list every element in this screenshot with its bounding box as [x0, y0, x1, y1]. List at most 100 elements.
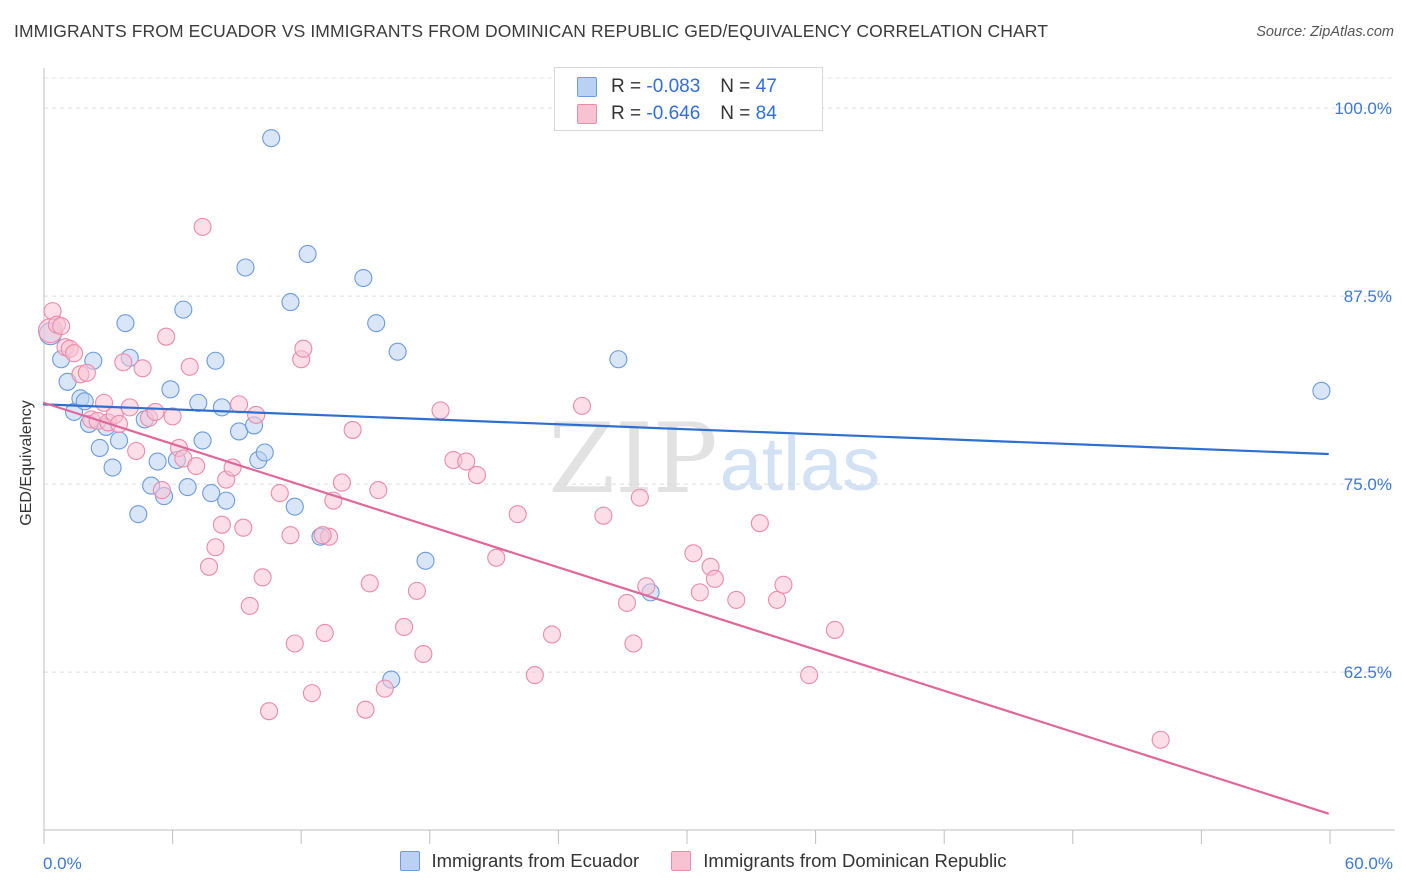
y-tick-label: 62.5%	[1344, 663, 1392, 682]
ecuador-point	[416, 551, 435, 570]
ecuador-point	[109, 431, 129, 450]
ecuador-point	[193, 431, 212, 450]
x-tick-label: 60.0%	[1345, 854, 1393, 873]
dominican-point	[253, 568, 272, 587]
dominican-point	[332, 473, 351, 492]
x-tick-label: 0.0%	[43, 854, 82, 873]
dominican-point	[690, 583, 709, 602]
ecuador-point	[116, 314, 135, 333]
dominican-point	[315, 623, 334, 643]
ecuador-point	[609, 350, 628, 369]
dominican-swatch	[577, 104, 597, 124]
dominican-point	[133, 359, 152, 378]
dominican-point	[727, 590, 746, 609]
ecuador-point	[388, 342, 407, 361]
n-label: N =	[720, 103, 751, 124]
y-tick-label: 75.0%	[1344, 475, 1392, 494]
ecuador-legend-swatch	[399, 851, 420, 871]
dominican-point	[294, 339, 313, 358]
stats-row-ecuador: R = -0.083 N = 47	[577, 74, 777, 100]
ecuador-point	[206, 351, 225, 370]
ecuador-point	[217, 491, 236, 510]
dominican-point	[750, 514, 769, 533]
x-tick-labels: 0.0% 60.0%	[43, 854, 1393, 873]
dominican-point	[343, 420, 362, 439]
ecuador-point	[1312, 381, 1331, 400]
dominican-point	[163, 407, 182, 426]
ecuador-point	[298, 244, 317, 264]
y-axis-label: GED/Equivalency	[18, 400, 35, 525]
dominican-point	[407, 581, 426, 600]
dominican-point	[360, 574, 379, 593]
dominican-point	[157, 327, 176, 346]
dominican-point	[1151, 730, 1170, 749]
ecuador-point	[229, 422, 249, 441]
dominican-point	[705, 569, 724, 588]
dominican-point	[199, 557, 219, 576]
dominican-point	[487, 548, 506, 567]
dominican-point	[313, 526, 332, 545]
ecuador-point	[367, 314, 386, 333]
y-tick-labels: 62.5% 75.0% 87.5% 100.0%	[1334, 99, 1392, 682]
r-label: R =	[611, 103, 642, 124]
dominican-point	[285, 634, 304, 653]
dominican-point	[152, 481, 171, 500]
ecuador-point	[90, 438, 109, 458]
ecuador-point	[129, 505, 148, 524]
dominican-point	[594, 506, 613, 525]
n-value: 47	[755, 76, 777, 97]
dominican-point	[127, 441, 146, 461]
dominican-trend-line	[42, 401, 1329, 815]
ecuador-point	[255, 443, 274, 462]
dominican-point	[270, 484, 289, 503]
ecuador-point	[189, 393, 208, 412]
dominican-point	[431, 401, 450, 420]
ecuador-point	[202, 484, 221, 503]
dominican-point	[457, 452, 476, 471]
ecuador-point	[236, 258, 255, 277]
legend-label-ecuador: Immigrants from Ecuador	[431, 850, 640, 871]
legend-item-dominican[interactable]: Immigrants from Dominican Republic	[671, 850, 1006, 872]
dominican-point	[187, 456, 206, 476]
ecuador-point	[103, 458, 122, 477]
dominican-point	[212, 515, 231, 534]
y-tick-label: 87.5%	[1344, 287, 1392, 306]
ecuador-trend-line	[42, 403, 1329, 456]
dominican-point	[508, 505, 527, 524]
dominican-point	[64, 344, 84, 363]
dominican-point	[800, 666, 819, 685]
ecuador-point	[281, 293, 300, 312]
stats-row-dominican: R = -0.646 N = 84	[577, 101, 777, 127]
dominican-point	[146, 402, 165, 421]
axes	[43, 68, 1395, 844]
dominican-point	[206, 538, 225, 557]
legend-item-ecuador[interactable]: Immigrants from Ecuador	[399, 850, 640, 872]
dominican-point	[375, 679, 394, 698]
dominican-point	[52, 317, 71, 336]
dominican-point	[774, 575, 793, 594]
ecuador-swatch	[577, 77, 597, 97]
source-label: Source: ZipAtlas.com	[1256, 24, 1394, 40]
dominican-point	[223, 458, 242, 477]
dominican-point	[77, 363, 96, 382]
series-legend: Immigrants from Ecuador Immigrants from …	[0, 850, 1406, 872]
legend-label-dominican: Immigrants from Dominican Republic	[703, 850, 1007, 871]
chart-title: IMMIGRANTS FROM ECUADOR VS IMMIGRANTS FR…	[14, 21, 1048, 41]
dominican-point	[684, 544, 703, 563]
ecuador-point	[262, 129, 281, 148]
dominican-point	[356, 700, 375, 719]
ecuador-point	[161, 380, 180, 399]
dominican-point	[414, 644, 433, 664]
y-tick-label: 100.0%	[1334, 99, 1392, 118]
dominican-point	[234, 518, 253, 537]
n-value: 84	[755, 103, 777, 124]
r-value: -0.646	[646, 103, 701, 124]
r-label: R =	[611, 76, 642, 97]
watermark: ZIP atlas	[548, 403, 880, 515]
dominican-point	[302, 684, 321, 703]
dominican-point	[630, 488, 649, 507]
dominican-point	[525, 666, 544, 685]
ecuador-point	[285, 497, 304, 516]
dominican-point	[767, 590, 787, 609]
